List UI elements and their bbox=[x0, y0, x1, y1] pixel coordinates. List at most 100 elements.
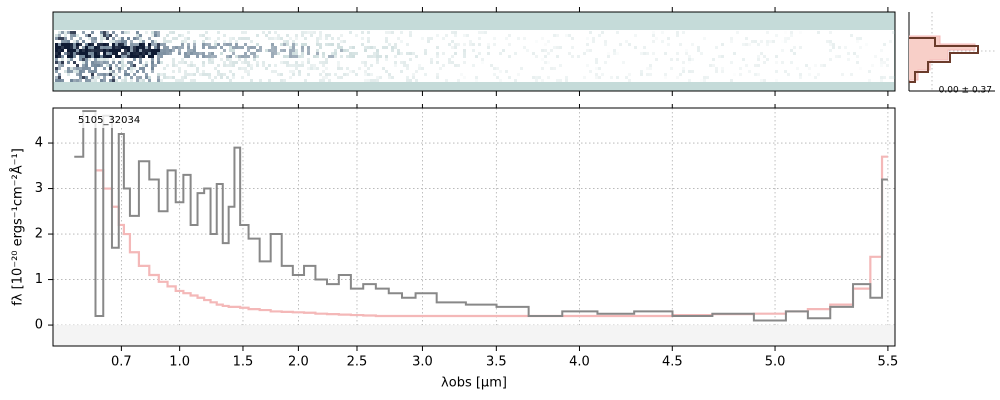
pixel bbox=[334, 49, 337, 52]
pixel bbox=[124, 55, 127, 58]
pixel bbox=[385, 70, 388, 73]
pixel bbox=[280, 37, 283, 40]
pixel bbox=[220, 46, 223, 49]
pixel bbox=[187, 73, 190, 76]
pixel bbox=[253, 52, 256, 55]
pixel bbox=[385, 37, 388, 40]
pixel bbox=[535, 55, 538, 58]
pixel bbox=[544, 49, 547, 52]
pixel bbox=[388, 31, 391, 34]
pixel bbox=[259, 46, 262, 49]
pixel bbox=[622, 61, 625, 64]
pixel bbox=[139, 43, 142, 46]
pixel bbox=[100, 49, 103, 52]
pixel bbox=[652, 40, 655, 43]
pixel bbox=[55, 70, 58, 73]
pixel bbox=[856, 37, 859, 40]
pixel bbox=[88, 70, 91, 73]
pixel bbox=[385, 58, 388, 61]
pixel bbox=[88, 34, 91, 37]
pixel bbox=[157, 79, 160, 82]
pixel bbox=[202, 34, 205, 37]
pixel bbox=[340, 67, 343, 70]
pixel bbox=[595, 61, 598, 64]
pixel bbox=[277, 52, 280, 55]
pixel bbox=[124, 52, 127, 55]
pixel bbox=[364, 64, 367, 67]
pixel bbox=[109, 34, 112, 37]
pixel bbox=[400, 40, 403, 43]
pixel bbox=[454, 43, 457, 46]
pixel bbox=[415, 79, 418, 82]
pixel bbox=[127, 73, 130, 76]
pixel bbox=[382, 46, 385, 49]
pixel bbox=[460, 73, 463, 76]
pixel bbox=[67, 73, 70, 76]
pixel bbox=[322, 64, 325, 67]
pixel bbox=[436, 46, 439, 49]
pixel bbox=[151, 49, 154, 52]
pixel bbox=[775, 70, 778, 73]
pixel bbox=[319, 46, 322, 49]
pixel bbox=[409, 52, 412, 55]
pixel bbox=[289, 52, 292, 55]
pixel bbox=[286, 64, 289, 67]
pixel bbox=[649, 64, 652, 67]
pixel bbox=[547, 61, 550, 64]
pixel bbox=[295, 37, 298, 40]
pixel bbox=[94, 37, 97, 40]
pixel bbox=[430, 37, 433, 40]
pixel bbox=[688, 55, 691, 58]
pixel bbox=[181, 61, 184, 64]
pixel bbox=[109, 49, 112, 52]
pixel bbox=[241, 31, 244, 34]
pixel bbox=[289, 49, 292, 52]
pixel bbox=[769, 40, 772, 43]
pixel bbox=[205, 43, 208, 46]
pixel bbox=[223, 49, 226, 52]
pixel bbox=[856, 61, 859, 64]
pixel bbox=[103, 43, 106, 46]
pixel bbox=[583, 52, 586, 55]
pixel bbox=[814, 76, 817, 79]
y-tick-label: 4 bbox=[35, 136, 43, 151]
pixel bbox=[163, 40, 166, 43]
pixel bbox=[67, 67, 70, 70]
pixel bbox=[85, 52, 88, 55]
pixel bbox=[247, 49, 250, 52]
pixel bbox=[112, 37, 115, 40]
pixel bbox=[325, 37, 328, 40]
pixel bbox=[148, 79, 151, 82]
pixel bbox=[184, 55, 187, 58]
pixel bbox=[223, 34, 226, 37]
pixel bbox=[175, 46, 178, 49]
pixel bbox=[400, 61, 403, 64]
pixel bbox=[850, 73, 853, 76]
pixel bbox=[739, 73, 742, 76]
pixel bbox=[115, 52, 118, 55]
pixel bbox=[82, 70, 85, 73]
pixel bbox=[595, 67, 598, 70]
pixel bbox=[454, 52, 457, 55]
pixel bbox=[295, 52, 298, 55]
pixel bbox=[700, 52, 703, 55]
pixel bbox=[301, 49, 304, 52]
pixel bbox=[583, 76, 586, 79]
pixel bbox=[271, 46, 274, 49]
pixel bbox=[475, 79, 478, 82]
pixel bbox=[799, 73, 802, 76]
x-tick-label: 3.0 bbox=[412, 355, 433, 370]
pixel bbox=[73, 31, 76, 34]
pixel bbox=[82, 67, 85, 70]
pixel bbox=[352, 46, 355, 49]
pixel bbox=[280, 49, 283, 52]
pixel bbox=[58, 64, 61, 67]
pixel bbox=[139, 52, 142, 55]
pixel bbox=[487, 52, 490, 55]
pixel bbox=[691, 70, 694, 73]
pixel bbox=[667, 37, 670, 40]
pixel bbox=[508, 76, 511, 79]
pixel bbox=[130, 49, 133, 52]
pixel bbox=[226, 43, 229, 46]
pixel bbox=[307, 61, 310, 64]
